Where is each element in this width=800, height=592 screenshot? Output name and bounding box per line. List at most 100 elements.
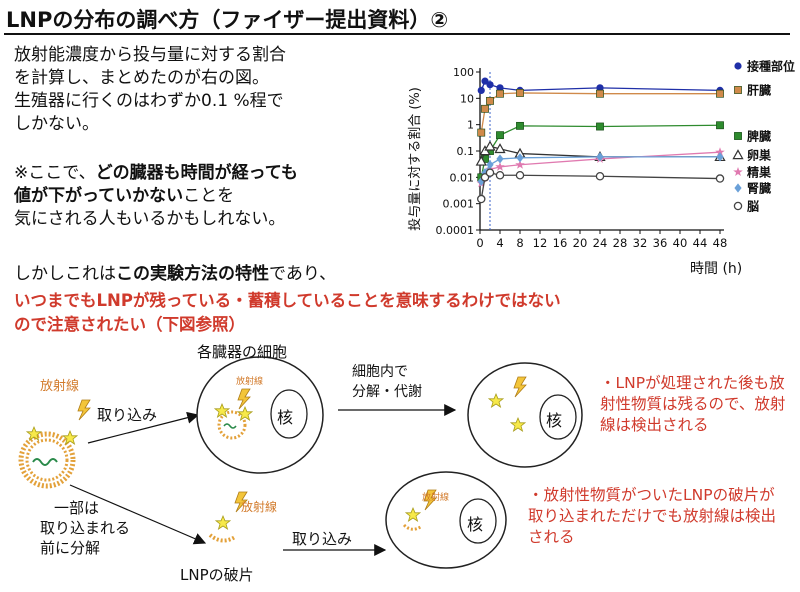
remark-line-3: 気にされる人もいるかもしれない。 [14,209,286,229]
uptake-arrow [87,411,200,444]
radiation-label-cell-3: 放射線 [422,493,450,503]
data-point [494,143,506,154]
nucleus-icon [270,389,308,439]
legend-label: 精巣 [747,165,772,180]
data-point [477,128,486,137]
lnp-inside-icon [217,410,247,440]
data-point [477,194,486,204]
y-tick-label: 0.1 [457,145,475,158]
lnp-particle-icon [18,431,76,489]
data-point [481,77,489,85]
decomposition-arrow [69,484,207,545]
organ-cell-1 [196,356,324,474]
radiation-bolt-icon [77,399,91,421]
x-tick-label: 12 [533,236,548,250]
data-point [486,81,494,89]
data-point [516,121,524,130]
x-tick-label: 44 [693,236,708,250]
nucleus-icon [459,498,497,544]
series-1 [477,89,724,137]
y-axis-label: 投与量に対する割合 (%) [407,87,423,231]
data-point [484,140,496,151]
lnp-fragment-icon [208,491,248,543]
radiation-label: 放射線 [40,379,80,394]
intro-line-4: しかない。 [14,114,99,134]
uptake-label: 取り込み [97,406,158,424]
x-tick-label: 28 [613,236,628,250]
data-point [596,84,604,92]
data-point [477,86,485,95]
data-point [495,170,505,180]
data-point [596,122,604,131]
data-point [486,160,494,170]
remark-prefix: ※ここで、 [14,163,96,183]
nucleus-icon [539,394,577,440]
statement-emphasis: この実験方法の特性 [116,264,269,284]
organ-cells-label: 各臓器の細胞 [197,343,288,361]
data-point [596,89,604,98]
data-point [515,159,525,169]
series-line [480,124,721,178]
note-fragment: ・放射性物質がついたLNPの破片が取り込まれただけでも放射線は検出される [528,486,777,546]
data-point [496,89,504,98]
x-tick-label: 16 [553,236,568,250]
x-tick-label: 48 [713,236,728,250]
x-tick-label: 0 [476,236,483,250]
radiation-label-fragment: 放射線 [241,500,278,514]
data-point [516,89,524,97]
data-point [716,89,724,98]
remark-text: ※ここで、どの臓器も時間が経っても 値が下がっていかないことを 気にされる人もい… [14,162,298,231]
x-tick-label: 24 [593,236,608,250]
x-tick-label: 32 [633,236,648,250]
remark-suffix: ことを [183,186,235,206]
x-tick-label: 36 [653,236,668,250]
title-underline [4,33,790,35]
radiation-label-cell: 放射線 [236,377,264,387]
series-5 [477,152,724,187]
remark-emphasis-1: どの臓器も時間が経っても [95,163,298,183]
y-tick-label: 100 [453,66,474,79]
data-point [715,147,725,157]
legend-marker [734,86,742,94]
x-tick-label: 40 [673,236,688,250]
legend-label: 腎臓 [747,181,771,196]
x-tick-label: 8 [516,236,523,250]
fragment-label: LNPの破片 [180,566,254,584]
data-point [516,153,524,163]
organ-cell-2 [467,362,583,468]
legend-marker [734,183,742,193]
partial-decomposition-label: 一部は 取り込まれる 前に分解 [40,499,131,557]
organ-cell-3 [385,471,507,569]
page-title: LNPの分布の調べ方（ファイザー提出資料）② [6,8,449,32]
legend-label: 脾臓 [747,129,771,144]
legend-label: 脳 [747,199,759,214]
intro-text: 放射能濃度から投与量に対する割合 を計算し、まとめたのが右の図。 生殖器に行くの… [14,44,286,136]
data-point [475,155,487,166]
mechanism-diagram [18,356,583,569]
remark-emphasis-2: 値が下がっていかない [14,186,184,206]
y-tick-label: 0.001 [443,198,475,211]
data-point [480,173,490,182]
statement-suffix: であり、 [269,264,337,284]
x-tick-label: 20 [573,236,588,250]
data-point [486,96,494,105]
x-axis-label: 時間 (h) [690,261,743,277]
legend-marker [733,201,743,211]
y-tick-label: 10 [460,92,474,105]
data-point [595,171,605,181]
data-point [716,121,724,130]
y-tick-label: 1 [467,119,474,132]
data-point [716,152,724,162]
x-tick-label: 4 [496,236,503,250]
nucleus-label: 核 [546,411,563,430]
data-point [496,154,504,164]
data-point [496,84,504,92]
radioactive-star-icon [62,430,78,445]
y-tick-label: 0.0001 [436,224,475,237]
series-6 [477,168,725,204]
chart-series [475,77,726,204]
data-point [515,170,525,180]
